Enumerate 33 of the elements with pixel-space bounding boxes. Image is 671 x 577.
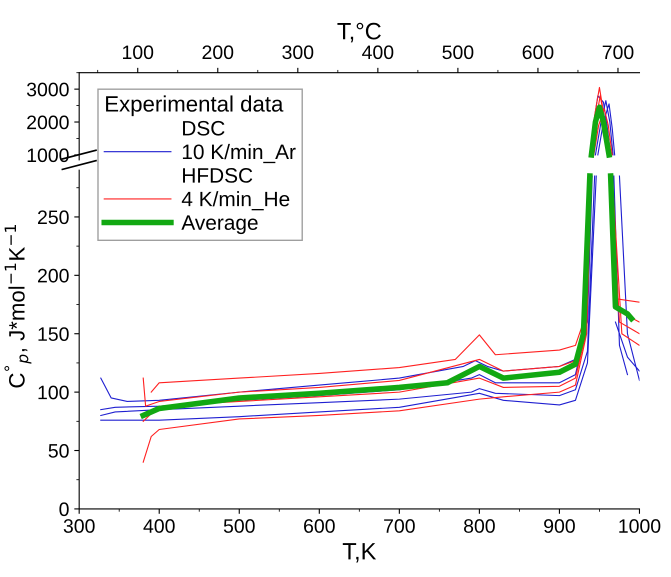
y-axis-title: C$^{°}$$_{p}$, J*mol$^{−1}$K$^{−1}$ [4, 225, 32, 388]
y-tick-label: 250 [38, 210, 69, 224]
x2-tick-label: 200 [202, 45, 234, 60]
y-tick-label: 50 [48, 444, 69, 458]
x2-axis-title: T,°C [337, 22, 381, 42]
annotation: DSC [183, 120, 225, 136]
legend-label: 4 K/min_He [182, 191, 290, 210]
x-tick-label: 400 [143, 519, 175, 533]
y-tick-label: 1000 [28, 148, 69, 162]
y-tick-label: 100 [38, 386, 69, 400]
x-tick-label: 700 [384, 519, 415, 533]
legend-title: Experimental data [106, 95, 284, 116]
x2-tick-label: 500 [442, 45, 474, 60]
x2-tick-label: 300 [282, 45, 314, 60]
x2-tick-label: 700 [602, 45, 634, 60]
x2-tick-label: 100 [122, 45, 154, 60]
x-tick-label: 1000 [619, 519, 660, 533]
annotation: HFDSC [183, 168, 252, 183]
y-tick-label: 150 [38, 327, 69, 341]
y-tick-label: 3000 [26, 82, 69, 96]
legend-label: Average [181, 215, 258, 234]
x-tick-label: 600 [304, 519, 335, 533]
y-tick-label: 200 [38, 268, 69, 283]
y-tick-label: 2000 [27, 115, 69, 130]
x-tick-label: 300 [64, 519, 95, 533]
x-tick-label: 500 [224, 519, 255, 533]
x-axis-title: T,K [342, 543, 376, 562]
x2-tick-label: 600 [522, 45, 554, 60]
legend-label: 10 K/min_Ar [182, 144, 296, 164]
y-tick-label: 0 [59, 502, 69, 516]
x2-tick-label: 400 [362, 45, 394, 60]
x-tick-label: 800 [464, 519, 495, 533]
x-tick-label: 900 [544, 519, 575, 533]
